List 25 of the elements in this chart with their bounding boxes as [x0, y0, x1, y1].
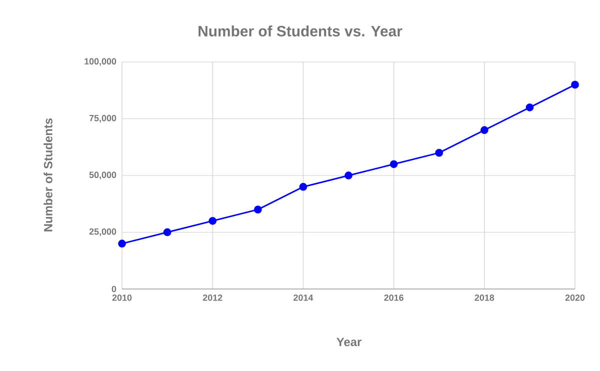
x-tick-label: 2012: [202, 294, 222, 301]
y-tick-label: 50,000: [89, 172, 116, 180]
x-tick-label: 2014: [294, 294, 314, 301]
y-tick-label: 0: [112, 286, 116, 292]
point: [571, 80, 579, 89]
point: [390, 160, 398, 168]
x-tick-label: 2020: [565, 294, 585, 301]
x-axis-title: Year: [336, 338, 362, 346]
point: [526, 103, 534, 112]
point: [163, 228, 172, 236]
y-axis-title: Number of Students: [44, 118, 52, 232]
point: [254, 206, 262, 214]
chart-title: Number of Students vs. Year: [198, 26, 402, 36]
y-tick-label: 75,000: [89, 114, 116, 123]
x-tick-label: 2010: [112, 294, 132, 301]
point: [480, 126, 488, 134]
point: [118, 240, 126, 248]
point: [208, 216, 217, 225]
point: [435, 148, 444, 157]
x-tick-label: 2016: [384, 294, 404, 301]
point: [299, 182, 308, 191]
x-tick-label: 2018: [474, 294, 494, 301]
y-tick-label: 25,000: [89, 228, 116, 236]
y-tick-label: 100,000: [84, 58, 116, 66]
point: [344, 172, 352, 180]
